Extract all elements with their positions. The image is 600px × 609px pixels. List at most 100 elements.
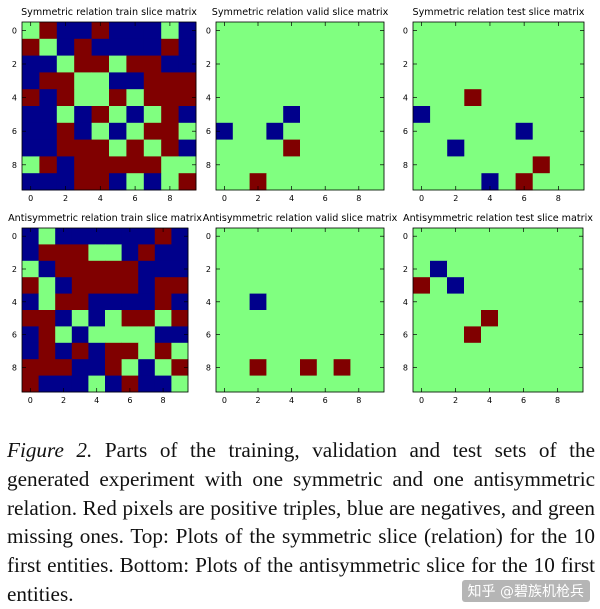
matrix-cell-r2-c5 — [109, 55, 127, 73]
matrix-cell-r4-c1 — [430, 293, 448, 311]
y-tick-label: 6 — [403, 127, 408, 136]
matrix-cell-r7-c3 — [74, 139, 92, 157]
matrix-cell-r2-c8 — [549, 55, 568, 73]
matrix-cell-r7-c1 — [430, 342, 448, 360]
x-tick-label: 4 — [98, 194, 103, 203]
matrix-cell-r7-c7 — [138, 342, 156, 360]
matrix-cell-r2-c8 — [161, 55, 179, 73]
matrix-cell-r8-c8 — [154, 359, 172, 376]
matrix-cell-r0-c9 — [566, 228, 584, 245]
matrix-cell-r0-c6 — [316, 22, 334, 40]
matrix-cell-r0-c2 — [447, 22, 465, 40]
matrix-cell-r6-c3 — [464, 122, 482, 140]
matrix-cell-r3-c1 — [430, 277, 448, 294]
matrix-cell-r3-c3 — [266, 277, 284, 294]
matrix-cell-r8-c2 — [55, 359, 73, 376]
matrix-cell-r5-c4 — [283, 310, 301, 327]
matrix-cell-r0-c6 — [515, 228, 533, 245]
matrix-cell-r8-c7 — [333, 359, 351, 376]
matrix-cell-r6-c6 — [316, 326, 334, 344]
matrix-cell-r9-c4 — [481, 375, 499, 393]
matrix-cell-r8-c5 — [300, 156, 318, 174]
matrix-cell-r2-c7 — [333, 55, 351, 73]
matrix-cell-r2-c3 — [266, 55, 284, 73]
matrix-cell-r2-c9 — [566, 260, 584, 278]
matrix-cell-r3-c3 — [71, 277, 89, 294]
matrix-cell-r5-c4 — [283, 106, 301, 124]
panel-title: Antisymmetric relation valid slice matri… — [203, 213, 398, 224]
y-tick-label: 6 — [206, 127, 211, 136]
x-tick-label: 0 — [28, 396, 33, 405]
panel-title: Symmetric relation train slice matrix — [21, 7, 197, 18]
matrix-cell-r5-c6 — [515, 106, 534, 124]
y-tick-label: 0 — [403, 232, 408, 241]
matrix-cell-r0-c9 — [566, 22, 585, 40]
matrix-cell-r2-c2 — [447, 260, 465, 278]
matrix-cell-r3-c1 — [430, 72, 448, 90]
matrix-cell-r7-c5 — [300, 342, 318, 360]
matrix-cell-r4-c8 — [549, 89, 568, 107]
matrix-cell-r2-c6 — [316, 260, 334, 278]
matrix-cell-r2-c1 — [39, 55, 58, 73]
matrix-cell-r5-c5 — [300, 106, 318, 124]
matrix-cell-r9-c1 — [430, 173, 448, 191]
matrix-cell-r6-c4 — [481, 326, 499, 344]
matrix-cell-r2-c8 — [350, 55, 368, 73]
matrix-cell-r5-c5 — [498, 310, 516, 327]
matrix-cell-r4-c0 — [22, 89, 40, 107]
matrix-cell-r6-c0 — [413, 326, 431, 344]
matrix-cell-r2-c4 — [88, 260, 106, 278]
matrix-cell-r4-c2 — [55, 293, 73, 311]
matrix-cell-r9-c2 — [249, 375, 267, 393]
matrix-cell-r5-c3 — [464, 106, 482, 124]
matrix-cell-r5-c7 — [138, 310, 156, 327]
matrix-cell-r1-c3 — [74, 38, 92, 56]
matrix-cell-r3-c3 — [464, 277, 482, 294]
matrix-cell-r6-c3 — [74, 122, 92, 140]
matrix-cell-r3-c4 — [283, 277, 301, 294]
matrix-cell-r9-c1 — [430, 375, 448, 393]
matrix-cell-r2-c1 — [38, 260, 56, 278]
x-tick-label: 8 — [356, 194, 361, 203]
matrix-cell-r1-c9 — [367, 244, 385, 262]
matrix-cell-r6-c2 — [55, 326, 73, 344]
heatmap-panel-2: Symmetric relation test slice matrix 0 2 4 6… — [403, 7, 585, 203]
matrix-cell-r0-c4 — [91, 22, 110, 40]
matrix-cell-r6-c5 — [300, 326, 318, 344]
figure-panels: Symmetric relation train slice matrix 0 2 4… — [8, 7, 593, 405]
matrix-cell-r5-c9 — [566, 106, 585, 124]
matrix-cell-r5-c7 — [143, 106, 162, 124]
matrix-cell-r9-c7 — [333, 173, 351, 191]
matrix-cell-r2-c2 — [447, 55, 465, 73]
matrix-cell-r6-c3 — [266, 326, 284, 344]
matrix-cell-r4-c4 — [283, 293, 301, 311]
matrix-cell-r0-c8 — [350, 22, 368, 40]
matrix-cell-r3-c6 — [121, 277, 139, 294]
matrix-cell-r8-c7 — [143, 156, 162, 174]
y-tick-label: 8 — [206, 161, 211, 170]
panel-frame — [215, 227, 385, 393]
matrix-cell-r4-c9 — [566, 293, 584, 311]
matrix-cell-r7-c5 — [109, 139, 127, 157]
y-tick-label: 0 — [206, 232, 211, 241]
matrix-cell-r8-c4 — [481, 156, 499, 174]
y-tick-label: 2 — [12, 60, 17, 69]
matrix-cell-r1-c5 — [300, 38, 318, 56]
x-tick-label: 8 — [356, 396, 361, 405]
matrix-cell-r9-c0 — [413, 173, 431, 191]
matrix-cell-r2-c9 — [367, 260, 385, 278]
matrix-cell-r4-c2 — [249, 89, 267, 107]
matrix-cell-r0-c8 — [161, 22, 179, 40]
y-tick-label: 2 — [403, 60, 408, 69]
matrix-cell-r4-c9 — [367, 89, 385, 107]
matrix-cell-r3-c0 — [413, 72, 431, 90]
matrix-cell-r3-c6 — [515, 277, 533, 294]
matrix-cell-r0-c4 — [283, 228, 301, 245]
matrix-cell-r5-c8 — [350, 310, 368, 327]
matrix-cell-r0-c7 — [143, 22, 162, 40]
matrix-cell-r4-c0 — [216, 89, 234, 107]
matrix-cell-r8-c1 — [232, 359, 250, 376]
x-tick-label: 2 — [63, 194, 68, 203]
matrix-cell-r7-c9 — [367, 342, 385, 360]
matrix-cell-r0-c3 — [464, 228, 482, 245]
